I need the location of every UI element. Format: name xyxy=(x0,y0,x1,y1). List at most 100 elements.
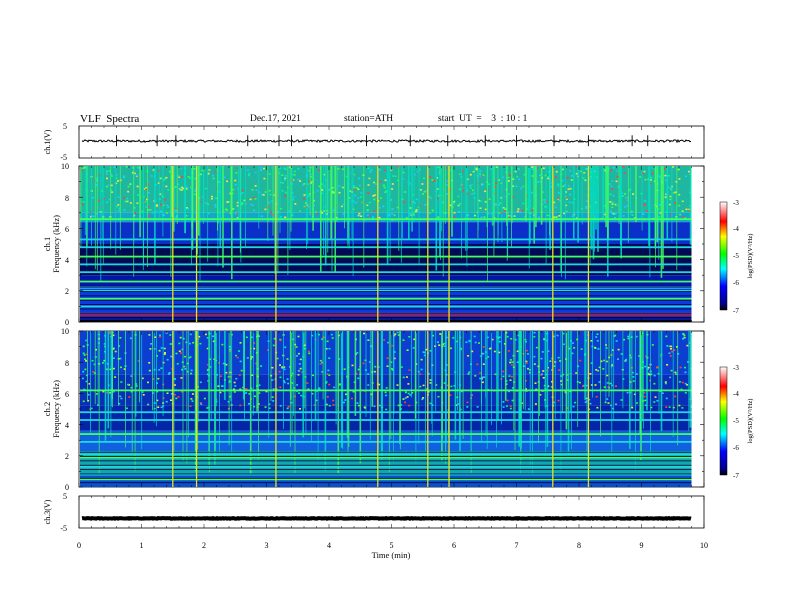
ch2-spectrogram-speck-658 xyxy=(168,372,171,374)
ch1-spectrogram-speck-232 xyxy=(240,203,243,206)
ch1-spectrogram-speck-572 xyxy=(175,207,178,210)
ch2-spectrogram-burst-36 xyxy=(111,331,113,400)
ch1-spectrogram-burst-143 xyxy=(258,166,260,229)
ch2-spectrogram-speck-640 xyxy=(595,395,598,398)
ch1-spectrogram-speck-140 xyxy=(107,184,110,187)
ch1-spectrogram-speck-641 xyxy=(177,175,180,177)
ch2-spectrogram-yline-1 xyxy=(195,331,198,487)
ch1-spectrogram-speck-851 xyxy=(258,191,261,193)
ch1-spectrogram-speck-602 xyxy=(382,184,385,187)
ch2-spectrogram-speck-647 xyxy=(476,363,479,366)
ch2-spectrogram-speck-319 xyxy=(149,348,152,350)
ch1-spectrogram-burst-86 xyxy=(487,166,488,281)
ch1-spectrogram-speck-756 xyxy=(437,216,440,218)
ch1-spectrogram-speck-577 xyxy=(264,191,267,193)
ch2-spectrogram-speck-449 xyxy=(650,406,653,409)
ch1-spectrogram-burst-67 xyxy=(84,166,86,235)
ch2-spectrogram-burst-74 xyxy=(230,331,232,401)
ch1-spectrogram-burst-70 xyxy=(573,166,575,239)
ch1-spectrogram-speck-775 xyxy=(499,202,502,204)
ch1-spectrogram-speck-627 xyxy=(561,168,564,171)
ch1-spectrogram-speck-659 xyxy=(284,216,287,219)
ch1-spectrogram-speck-384 xyxy=(292,179,295,181)
ch1-spectrogram-speck-354 xyxy=(298,210,301,212)
ch1-spectrogram-speck-707 xyxy=(372,216,374,219)
ch1-spectrogram-burst-54 xyxy=(388,166,390,212)
ch2-spectrogram-speck-639 xyxy=(297,374,300,376)
ch1-spectrogram-speck-27 xyxy=(523,173,526,176)
ch2-spectrogram-speck-34 xyxy=(590,362,593,364)
ch1-spectrogram-speck-718 xyxy=(254,198,257,200)
ch1-spectrogram-burst-87 xyxy=(689,166,692,245)
ch1-spectrogram-burst-74 xyxy=(306,166,307,250)
xtick-label-3: 3 xyxy=(265,541,269,550)
ch2-cb-tick-m5: -5 xyxy=(733,417,739,425)
ch1-spectrogram-speck-677 xyxy=(123,209,126,211)
ch2-spectrogram-speck-219 xyxy=(327,369,330,372)
ch2-spectrogram-speck-609 xyxy=(482,346,485,348)
ch2-spectrogram-speck-894 xyxy=(338,383,341,385)
ch2-spectrogram-speck-221 xyxy=(181,391,184,393)
ch2-spectrogram-speck-778 xyxy=(112,367,115,370)
ch2-spectrogram-speck-852 xyxy=(460,347,463,350)
ch1-spectrogram-burst-118 xyxy=(202,166,204,224)
ch2-spectrogram-stripe-6 xyxy=(80,456,692,457)
ch2-spectrogram-speck-341 xyxy=(267,349,269,351)
ch2-spectrogram-speck-322 xyxy=(119,357,122,360)
figure-title: VLF Spectra xyxy=(80,113,140,125)
ch1-spectrogram-speck-59 xyxy=(555,170,558,173)
ch1-spectrogram-burst-40 xyxy=(564,166,566,280)
ch1-spectrogram-speck-247 xyxy=(81,168,84,170)
ch2-spectrogram-burst-78 xyxy=(570,331,571,414)
ch1-spectrogram-speck-461 xyxy=(367,192,370,194)
ch1-spectrogram-speck-147 xyxy=(144,200,147,203)
ch1-spectrogram-speck-184 xyxy=(393,214,396,217)
ch2-spectrogram-speck-325 xyxy=(374,365,377,368)
ch1-spectrogram-burst-22 xyxy=(461,166,462,259)
ch1-spectrogram-speck-482 xyxy=(292,198,295,201)
ch2-spectrogram-speck-127 xyxy=(343,368,346,370)
ch2-spectrogram-speck-542 xyxy=(260,365,263,367)
ch1-spectrogram-burst-28 xyxy=(511,166,513,224)
ch1-spectrogram-stripe-1 xyxy=(80,312,692,314)
ch2-spectrogram-stripe-4 xyxy=(80,464,692,466)
ch2-spectrogram-speck-882 xyxy=(573,347,576,349)
ch2-spectrogram-speck-538 xyxy=(674,371,677,374)
ch1-spectrogram-speck-853 xyxy=(110,184,113,187)
ch1-spectrogram-speck-73 xyxy=(361,201,364,204)
ch1-spectrogram-burst-73 xyxy=(641,166,643,231)
ch2-spectrogram-speck-397 xyxy=(212,340,215,343)
ch1-spectrogram-speck-682 xyxy=(97,199,100,202)
ch2-spectrogram-hline-2 xyxy=(80,419,692,421)
ch2-spectrogram-speck-871 xyxy=(478,342,480,344)
ch1-spectrogram-speck-733 xyxy=(175,216,178,218)
ch1-spectrogram-speck-828 xyxy=(644,200,647,202)
ch1-spectrogram-burst-48 xyxy=(142,166,144,271)
ch1-spectrogram-burst-59 xyxy=(119,166,121,250)
ch1-spectrogram-speck-312 xyxy=(507,214,510,217)
ch2-spectrogram-stripe-2 xyxy=(80,473,692,475)
ch2-spectrogram-speck-150 xyxy=(83,388,86,391)
ch1-spectrogram-speck-861 xyxy=(214,197,217,199)
ch1-spectrogram-speck-468 xyxy=(611,206,614,209)
ch1-spectrogram-speck-452 xyxy=(509,214,512,217)
ch1-spectrogram-speck-204 xyxy=(423,190,426,193)
ch1-spectrogram-speck-29 xyxy=(672,166,674,168)
ch2-spectrogram-speck-706 xyxy=(506,405,509,407)
ch1-spectrogram-speck-813 xyxy=(297,168,300,170)
ch1-spectrogram-burst-169 xyxy=(655,166,656,268)
ch2-spectrogram-speck-780 xyxy=(112,348,115,350)
ch2-spectrogram-speck-474 xyxy=(556,334,559,337)
ch1-spectrogram-burst-12 xyxy=(441,166,442,232)
ch1-spectrogram-speck-107 xyxy=(539,174,541,177)
ch2-spectrogram-speck-262 xyxy=(679,366,682,369)
ch2-spectrogram-speck-837 xyxy=(130,375,133,377)
ch2-spectrogram-speck-597 xyxy=(422,384,425,387)
ch1-spectrogram-speck-245 xyxy=(626,198,629,200)
ch1-spectrogram-burst-157 xyxy=(133,166,135,277)
ch1-spectrogram-speck-46 xyxy=(309,182,312,184)
ch2-spectrogram-speck-712 xyxy=(558,369,561,371)
ch1-spectrogram-speck-370 xyxy=(106,173,108,175)
ch1-ytick-bottom: -5 xyxy=(60,153,67,162)
ch2-spectrogram-speck-73 xyxy=(404,401,407,404)
